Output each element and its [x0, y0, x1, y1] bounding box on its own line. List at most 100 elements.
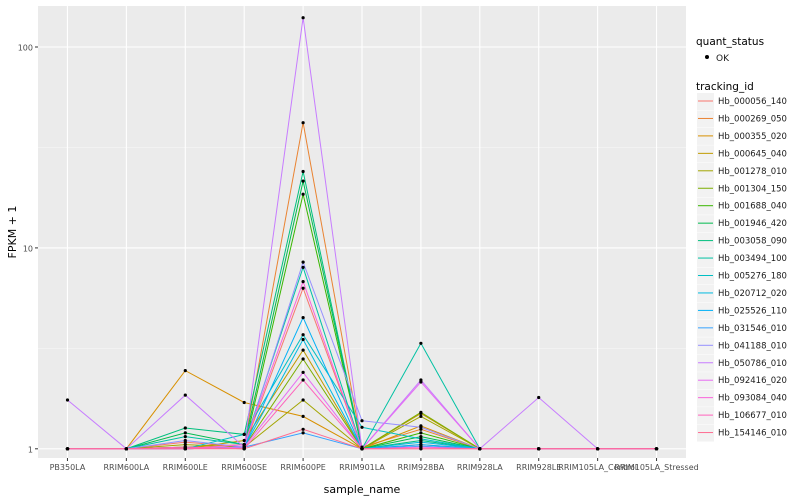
data-point: [537, 395, 541, 400]
data-point: [537, 447, 541, 451]
legend-label: Hb_092416_020: [718, 376, 787, 386]
y-axis: 1 10 100: [18, 44, 38, 454]
data-point: [419, 380, 423, 384]
data-point: [301, 370, 305, 374]
data-point: [183, 431, 187, 435]
data-point: [301, 192, 305, 196]
data-point: [242, 438, 246, 443]
x-tick-label: RRIM105LA_Control: [558, 463, 637, 472]
legend-title-tracking-id: tracking_id: [696, 81, 754, 93]
legend-label: Hb_003058_090: [718, 237, 787, 247]
legend-label: Hb_001946_420: [718, 219, 787, 229]
legend-label: Hb_041188_010: [718, 341, 787, 351]
data-point: [360, 419, 364, 423]
data-point: [419, 414, 423, 418]
data-point: [478, 447, 482, 451]
data-point: [183, 393, 187, 397]
y-axis-title: FPKM + 1: [6, 206, 19, 259]
legend-label: Hb_000056_140: [718, 97, 787, 107]
data-point: [301, 431, 305, 435]
legend-label: Hb_031546_010: [718, 324, 787, 334]
legend-label: Hb_093084_040: [718, 394, 787, 404]
data-point: [301, 378, 305, 382]
data-point: [419, 425, 423, 429]
data-point: [301, 260, 305, 264]
data-point: [301, 280, 305, 284]
legend-label: Hb_000355_020: [718, 132, 787, 142]
data-point: [419, 437, 423, 441]
legend-label: Hb_050786_010: [718, 359, 787, 369]
legend-label: Hb_001304_150: [718, 184, 787, 194]
x-tick-label: RRIM600SE: [221, 463, 267, 472]
data-point: [301, 169, 305, 174]
data-point: [183, 438, 187, 443]
data-point: [124, 447, 128, 451]
legend: quant_status OK tracking_id Hb_000056_14…: [696, 36, 787, 442]
data-point: [419, 435, 423, 439]
data-point: [301, 333, 305, 337]
x-tick-label: RRIM600LE: [163, 463, 208, 472]
data-point: [301, 427, 305, 431]
data-point: [301, 348, 305, 352]
data-point: [183, 435, 187, 439]
y-tick-label: 10: [23, 244, 33, 253]
data-point: [242, 432, 246, 436]
legend-label: Hb_003494_100: [718, 254, 787, 264]
data-point: [301, 179, 305, 183]
legend-label: Hb_001278_010: [718, 167, 787, 177]
data-point: [301, 16, 305, 20]
data-point: [419, 341, 423, 345]
legend-label: Hb_154146_010: [718, 429, 787, 439]
data-point: [419, 440, 423, 444]
x-tick-label: PB350LA: [50, 463, 86, 472]
data-point: [183, 443, 187, 447]
data-point: [301, 265, 305, 269]
data-point: [654, 447, 659, 451]
x-tick-label: RRIM928LE: [516, 463, 561, 472]
data-point: [242, 443, 246, 447]
x-tick-label: RRIM600LA: [103, 463, 149, 472]
y-tick-label: 1: [28, 445, 33, 454]
data-point: [301, 286, 305, 290]
legend-label-ok: OK: [716, 54, 730, 64]
data-point: [360, 425, 364, 429]
data-point: [360, 447, 364, 451]
data-point: [183, 369, 187, 373]
data-point: [419, 447, 423, 451]
x-tick-label: RRIM105LA_Stressed: [614, 463, 698, 472]
legend-label: Hb_106677_010: [718, 411, 787, 421]
data-point: [301, 121, 305, 125]
legend-label: Hb_000269_050: [718, 114, 787, 124]
data-point: [183, 447, 187, 451]
legend-label: Hb_000645_040: [718, 149, 787, 159]
x-tick-label: RRIM928BA: [398, 463, 445, 472]
series-points: [65, 16, 659, 451]
x-axis-title: sample_name: [324, 483, 401, 496]
data-point: [301, 337, 305, 342]
data-point: [301, 357, 305, 361]
data-point: [419, 431, 423, 435]
data-point: [65, 398, 70, 402]
legend-label: Hb_025526_110: [718, 306, 787, 316]
legend-label: Hb_020712_020: [718, 289, 787, 299]
data-point: [242, 447, 246, 451]
x-tick-label: RRIM600PE: [280, 463, 326, 472]
y-tick-label: 100: [18, 44, 33, 53]
legend-series: Hb_000056_140 Hb_000269_050 Hb_000355_020 H…: [697, 93, 787, 442]
data-point: [242, 400, 246, 405]
data-point: [596, 447, 600, 451]
x-tick-label: RRIM901LA: [339, 463, 385, 472]
data-point: [183, 426, 187, 430]
data-point: [419, 410, 423, 414]
data-point: [301, 316, 305, 320]
data-point: [301, 414, 305, 418]
x-tick-label: RRIM928LA: [457, 463, 503, 472]
legend-title-quant-status: quant_status: [696, 36, 764, 48]
legend-label: Hb_001688_040: [718, 202, 787, 212]
legend-key-ok-point: [705, 55, 709, 59]
x-axis: PB350LA RRIM600LA RRIM600LE RRIM600SE RRIM60…: [50, 458, 699, 472]
data-point: [301, 398, 305, 402]
data-point: [65, 447, 70, 451]
legend-label: Hb_005276_180: [718, 272, 787, 282]
